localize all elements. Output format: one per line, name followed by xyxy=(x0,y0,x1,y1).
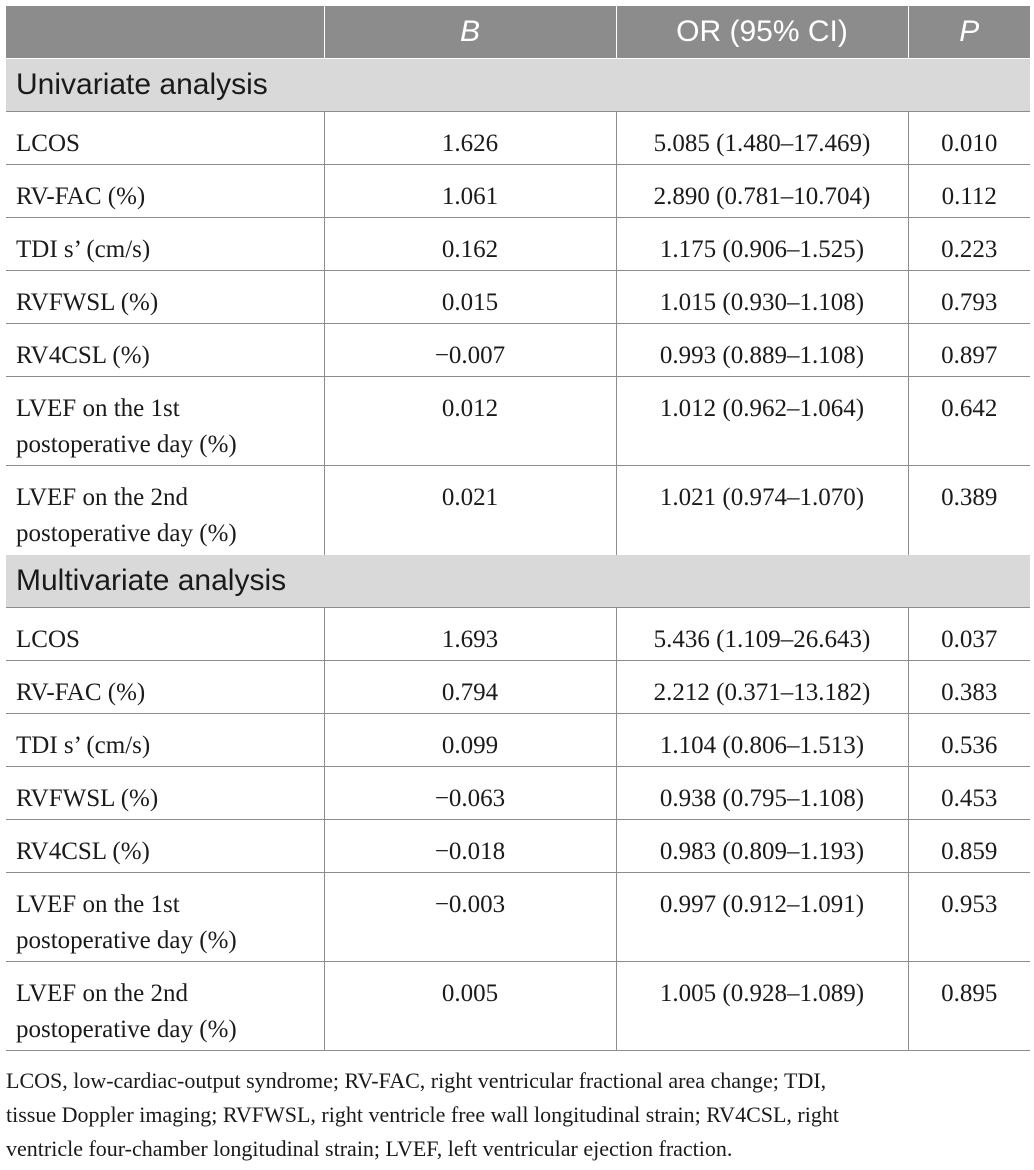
b-value: −0.018 xyxy=(323,819,616,873)
p-value: 0.895 xyxy=(907,961,1030,1051)
or-value: 2.890 (0.781–10.704) xyxy=(615,164,908,218)
b-value: 1.693 xyxy=(323,607,616,661)
footnote-line: LCOS, low-cardiac-output syndrome; RV-FA… xyxy=(6,1068,827,1093)
table-row: LCOS 1.626 5.085 (1.480–17.469) 0.010 xyxy=(6,111,1030,165)
row-label: TDI s’ (cm/s) xyxy=(6,217,324,271)
row-label: RVFWSL (%) xyxy=(6,766,324,820)
p-value: 0.536 xyxy=(907,713,1030,767)
row-label-line-2: postoperative day (%) xyxy=(16,520,237,547)
row-label: LVEF on the 1st postoperative day (%) xyxy=(6,872,324,962)
row-label: LVEF on the 2nd postoperative day (%) xyxy=(6,465,324,555)
table-row: RVFWSL (%) −0.063 0.938 (0.795–1.108) 0.… xyxy=(6,766,1030,820)
or-value: 0.997 (0.912–1.091) xyxy=(615,872,908,962)
table-row: TDI s’ (cm/s) 0.162 1.175 (0.906–1.525) … xyxy=(6,217,1030,271)
p-value: 0.897 xyxy=(907,323,1030,377)
b-value: 0.005 xyxy=(323,961,616,1051)
results-table-container: B OR (95% CI) P Univariate analysis LCOS… xyxy=(6,6,1030,1051)
p-value: 0.859 xyxy=(907,819,1030,873)
table-row: RV4CSL (%) −0.018 0.983 (0.809–1.193) 0.… xyxy=(6,819,1030,873)
or-value: 1.015 (0.930–1.108) xyxy=(615,270,908,324)
or-value: 0.993 (0.889–1.108) xyxy=(615,323,908,377)
row-label: RV-FAC (%) xyxy=(6,660,324,714)
section-title: Multivariate analysis xyxy=(6,554,1030,608)
p-value: 0.389 xyxy=(907,465,1030,555)
table-row: LVEF on the 1st postoperative day (%) 0.0… xyxy=(6,376,1030,466)
row-label-line-1: LVEF on the 1st xyxy=(16,395,180,422)
table-footnote: LCOS, low-cardiac-output syndrome; RV-FA… xyxy=(6,1064,1030,1166)
p-value: 0.642 xyxy=(907,376,1030,466)
regression-table: B OR (95% CI) P Univariate analysis LCOS… xyxy=(6,6,1030,1051)
p-value: 0.383 xyxy=(907,660,1030,714)
row-label-line-2: postoperative day (%) xyxy=(16,927,237,954)
row-label: LCOS xyxy=(6,607,324,661)
or-value: 1.012 (0.962–1.064) xyxy=(615,376,908,466)
b-value: 0.794 xyxy=(323,660,616,714)
footnote-line: ventricle four-chamber longitudinal stra… xyxy=(6,1136,733,1161)
p-value: 0.112 xyxy=(907,164,1030,218)
table-row: LVEF on the 1st postoperative day (%) −0.… xyxy=(6,872,1030,962)
or-value: 1.021 (0.974–1.070) xyxy=(615,465,908,555)
header-variable xyxy=(6,6,324,59)
row-label: LVEF on the 1st postoperative day (%) xyxy=(6,376,324,466)
header-or-ci: OR (95% CI) xyxy=(615,6,908,59)
p-value: 0.223 xyxy=(907,217,1030,271)
p-value: 0.010 xyxy=(907,111,1030,165)
b-value: −0.003 xyxy=(323,872,616,962)
or-value: 2.212 (0.371–13.182) xyxy=(615,660,908,714)
table-row: RV-FAC (%) 0.794 2.212 (0.371–13.182) 0.… xyxy=(6,660,1030,714)
or-value: 1.104 (0.806–1.513) xyxy=(615,713,908,767)
b-value: 1.626 xyxy=(323,111,616,165)
row-label: LCOS xyxy=(6,111,324,165)
p-value: 0.793 xyxy=(907,270,1030,324)
row-label: RVFWSL (%) xyxy=(6,270,324,324)
b-value: 0.099 xyxy=(323,713,616,767)
or-value: 5.436 (1.109–26.643) xyxy=(615,607,908,661)
table-row: RVFWSL (%) 0.015 1.015 (0.930–1.108) 0.7… xyxy=(6,270,1030,324)
or-value: 0.983 (0.809–1.193) xyxy=(615,819,908,873)
table-row: RV4CSL (%) −0.007 0.993 (0.889–1.108) 0.… xyxy=(6,323,1030,377)
row-label: TDI s’ (cm/s) xyxy=(6,713,324,767)
b-value: −0.007 xyxy=(323,323,616,377)
or-value: 1.175 (0.906–1.525) xyxy=(615,217,908,271)
or-value: 0.938 (0.795–1.108) xyxy=(615,766,908,820)
table-row: LVEF on the 2nd postoperative day (%) 0.0… xyxy=(6,961,1030,1051)
row-label: RV-FAC (%) xyxy=(6,164,324,218)
p-value: 0.453 xyxy=(907,766,1030,820)
row-label-line-1: LVEF on the 2nd xyxy=(16,484,188,511)
section-row-multivariate: Multivariate analysis xyxy=(6,554,1030,608)
b-value: 0.012 xyxy=(323,376,616,466)
table-row: LVEF on the 2nd postoperative day (%) 0.0… xyxy=(6,465,1030,555)
header-p: P xyxy=(907,6,1030,59)
b-value: 0.021 xyxy=(323,465,616,555)
row-label: RV4CSL (%) xyxy=(6,819,324,873)
table-row: RV-FAC (%) 1.061 2.890 (0.781–10.704) 0.… xyxy=(6,164,1030,218)
table-row: TDI s’ (cm/s) 0.099 1.104 (0.806–1.513) … xyxy=(6,713,1030,767)
p-value: 0.037 xyxy=(907,607,1030,661)
row-label-line-1: LVEF on the 2nd xyxy=(16,980,188,1007)
or-value: 1.005 (0.928–1.089) xyxy=(615,961,908,1051)
table-row: LCOS 1.693 5.436 (1.109–26.643) 0.037 xyxy=(6,607,1030,661)
b-value: 1.061 xyxy=(323,164,616,218)
or-value: 5.085 (1.480–17.469) xyxy=(615,111,908,165)
section-title: Univariate analysis xyxy=(6,58,1030,112)
b-value: 0.162 xyxy=(323,217,616,271)
row-label: RV4CSL (%) xyxy=(6,323,324,377)
row-label-line-2: postoperative day (%) xyxy=(16,1016,237,1043)
row-label: LVEF on the 2nd postoperative day (%) xyxy=(6,961,324,1051)
p-value: 0.953 xyxy=(907,872,1030,962)
header-b: B xyxy=(323,6,616,59)
footnote-line: tissue Doppler imaging; RVFWSL, right ve… xyxy=(6,1102,839,1127)
header-row: B OR (95% CI) P xyxy=(6,6,1030,59)
row-label-line-2: postoperative day (%) xyxy=(16,431,237,458)
b-value: 0.015 xyxy=(323,270,616,324)
section-row-univariate: Univariate analysis xyxy=(6,58,1030,112)
row-label-line-1: LVEF on the 1st xyxy=(16,891,180,918)
b-value: −0.063 xyxy=(323,766,616,820)
